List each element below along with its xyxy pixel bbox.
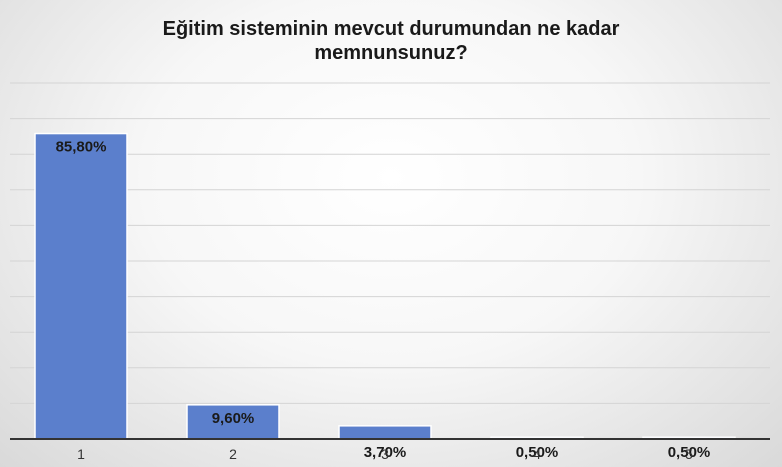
chart-title-line-2: memnunsunuz?: [314, 42, 468, 64]
x-tick-label-1: 1: [77, 446, 85, 462]
data-label-3: 3,70%: [364, 444, 407, 461]
data-label-4: 0,50%: [516, 444, 559, 461]
x-tick-label-5: 5: [685, 446, 693, 462]
data-label-2: 9,60%: [212, 410, 255, 427]
chart-title-line-1: Eğitim sisteminin mevcut durumundan ne k…: [162, 18, 620, 40]
x-tick-label-4: 4: [533, 446, 541, 462]
bar-1: [34, 132, 128, 440]
x-tick-label-2: 2: [229, 446, 237, 462]
x-tick-label-3: 3: [381, 446, 389, 462]
chart-title: Eğitim sisteminin mevcut durumundan ne k…: [0, 17, 782, 65]
data-label-1: 85,80%: [56, 139, 107, 156]
bar-3: [338, 425, 432, 440]
data-label-5: 0,50%: [668, 444, 711, 461]
